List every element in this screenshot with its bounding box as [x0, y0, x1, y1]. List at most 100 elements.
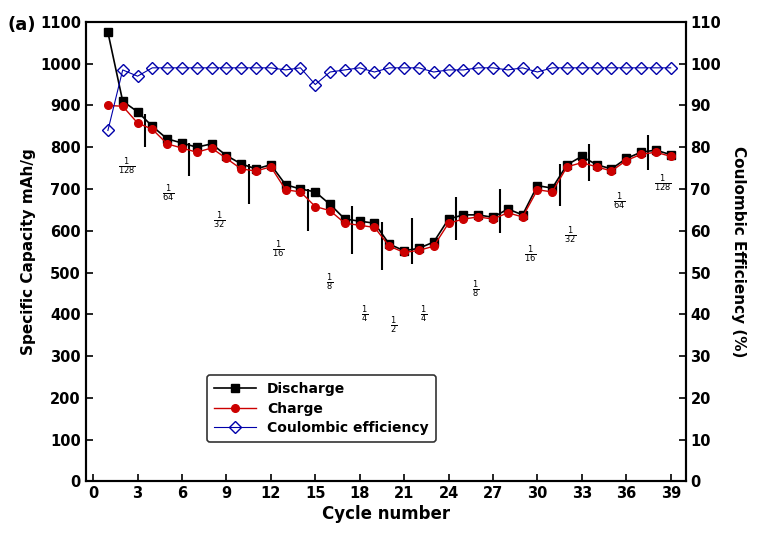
Line: Coulombic efficiency: Coulombic efficiency: [104, 63, 675, 135]
Discharge: [592, 161, 601, 168]
Coulombic efficiency: [222, 65, 231, 71]
Discharge: [370, 220, 379, 226]
Discharge: [577, 153, 587, 160]
Coulombic efficiency: [296, 65, 305, 71]
Coulombic efficiency: [237, 65, 246, 71]
Coulombic efficiency: [163, 65, 172, 71]
Discharge: [355, 218, 365, 224]
Coulombic efficiency: [503, 67, 513, 73]
Discharge: [104, 29, 113, 36]
Coulombic efficiency: [340, 67, 350, 73]
Discharge: [237, 161, 246, 167]
Line: Discharge: Discharge: [104, 28, 675, 254]
Charge: [666, 153, 675, 160]
Discharge: [414, 245, 424, 252]
Discharge: [518, 212, 527, 218]
Coulombic efficiency: [355, 65, 365, 71]
Coulombic efficiency: [281, 67, 291, 73]
Text: $\frac{1}{64}$: $\frac{1}{64}$: [612, 191, 625, 212]
Discharge: [207, 141, 217, 147]
Coulombic efficiency: [622, 65, 631, 71]
Charge: [503, 210, 513, 216]
Coulombic efficiency: [488, 65, 498, 71]
Discharge: [340, 216, 350, 222]
Charge: [518, 214, 527, 220]
Charge: [592, 164, 601, 170]
Text: $\frac{1}{8}$: $\frac{1}{8}$: [471, 278, 479, 300]
Charge: [252, 168, 261, 174]
Coulombic efficiency: [459, 67, 468, 73]
Coulombic efficiency: [562, 65, 572, 71]
Discharge: [163, 136, 172, 142]
Charge: [163, 141, 172, 147]
Coulombic efficiency: [192, 65, 202, 71]
Discharge: [222, 152, 231, 159]
Discharge: [385, 241, 394, 247]
Charge: [459, 216, 468, 222]
Charge: [207, 145, 217, 152]
Coulombic efficiency: [178, 65, 187, 71]
Discharge: [607, 166, 616, 172]
Coulombic efficiency: [385, 65, 394, 71]
Discharge: [488, 214, 498, 220]
Coulombic efficiency: [252, 65, 261, 71]
Charge: [281, 187, 291, 193]
Discharge: [148, 123, 157, 130]
Text: (a): (a): [8, 16, 37, 34]
Discharge: [133, 108, 143, 115]
Coulombic efficiency: [429, 69, 439, 75]
Y-axis label: Coulombic Efficiency (%): Coulombic Efficiency (%): [731, 146, 746, 357]
Discharge: [311, 189, 320, 195]
Coulombic efficiency: [400, 65, 409, 71]
Charge: [385, 243, 394, 249]
Discharge: [281, 182, 291, 188]
Coulombic efficiency: [148, 65, 157, 71]
Coulombic efficiency: [133, 73, 143, 79]
Coulombic efficiency: [118, 67, 128, 73]
Charge: [266, 164, 276, 170]
Text: $\frac{1}{16}$: $\frac{1}{16}$: [523, 243, 536, 265]
Coulombic efficiency: [577, 65, 587, 71]
Charge: [178, 145, 187, 152]
Charge: [237, 166, 246, 172]
Discharge: [666, 152, 675, 158]
Discharge: [118, 98, 128, 104]
Discharge: [636, 149, 646, 155]
Charge: [651, 149, 661, 155]
Coulombic efficiency: [104, 127, 113, 134]
Discharge: [503, 206, 513, 212]
Coulombic efficiency: [370, 69, 379, 75]
Discharge: [622, 155, 631, 162]
Discharge: [533, 182, 542, 189]
Text: $\frac{1}{32}$: $\frac{1}{32}$: [564, 224, 576, 246]
Charge: [636, 151, 646, 158]
Text: $\frac{1}{128}$: $\frac{1}{128}$: [654, 172, 672, 194]
Charge: [444, 220, 453, 226]
Discharge: [429, 238, 439, 245]
Discharge: [192, 144, 202, 150]
Charge: [533, 187, 542, 193]
Discharge: [400, 247, 409, 254]
Charge: [400, 249, 409, 256]
Coulombic efficiency: [311, 82, 320, 88]
Charge: [311, 203, 320, 210]
Discharge: [474, 212, 483, 218]
Y-axis label: Specific Capacity mAh/g: Specific Capacity mAh/g: [21, 148, 36, 355]
Charge: [577, 159, 587, 166]
Coulombic efficiency: [326, 69, 335, 75]
Charge: [296, 189, 305, 195]
Text: $\frac{1}{32}$: $\frac{1}{32}$: [213, 210, 225, 231]
Charge: [326, 207, 335, 214]
Coulombic efficiency: [533, 69, 542, 75]
Text: $\frac{1}{64}$: $\frac{1}{64}$: [162, 182, 174, 204]
Charge: [562, 164, 572, 170]
Charge: [340, 220, 350, 226]
Charge: [488, 216, 498, 222]
Discharge: [266, 161, 276, 168]
Text: $\frac{1}{128}$: $\frac{1}{128}$: [118, 155, 136, 177]
Discharge: [651, 147, 661, 153]
Charge: [355, 222, 365, 229]
Charge: [607, 168, 616, 174]
Charge: [192, 149, 202, 155]
Discharge: [562, 161, 572, 168]
